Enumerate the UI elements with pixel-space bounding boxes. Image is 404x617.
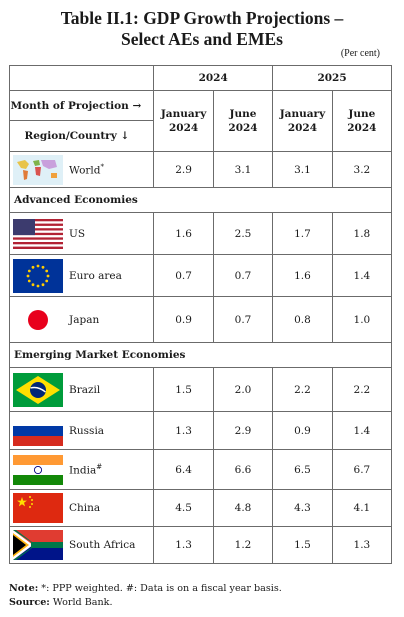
country-name: Brazil [69, 383, 101, 396]
country-name: India# [69, 462, 103, 477]
table-row-brazil: Brazil 1.5 2.0 2.2 2.2 [8, 367, 393, 412]
section-row-emerging: Emerging Market Economies [9, 342, 392, 368]
table-row-south-africa: South Africa 1.3 1.2 1.5 1.3 [8, 526, 393, 564]
value-cell: 6.7 [331, 449, 393, 490]
table-row-world: World* 2.9 3.1 3.1 3.2 [8, 151, 393, 188]
country-cell: Euro area [8, 254, 155, 297]
value-cell: 1.3 [153, 411, 214, 450]
month-header-row: Month of Projection → Region/Country ↓ J… [8, 90, 393, 152]
country-cell: India# [8, 449, 155, 490]
value-cell: 6.4 [153, 449, 214, 490]
month-of-projection-label: Month of Projection → [10, 91, 154, 121]
value-cell: 6.6 [212, 449, 274, 490]
country-name: World* [69, 162, 104, 177]
value-cell: 1.4 [331, 254, 393, 297]
table-row-euro-area: Euro area 0.7 0.7 1.6 1.4 [8, 254, 393, 297]
value-cell: 3.1 [212, 151, 274, 188]
table-row-russia: Russia 1.3 2.9 0.9 1.4 [8, 411, 393, 450]
value-cell: 4.8 [212, 489, 274, 527]
month-col-4: June 2024 [331, 90, 393, 152]
month-col-1: January 2024 [153, 90, 214, 152]
source-line: Source: World Bank. [9, 597, 113, 608]
section-row-advanced: Advanced Economies [9, 187, 392, 213]
value-cell: 1.2 [212, 526, 274, 564]
year-2024: 2024 [153, 65, 274, 91]
region-country-label: Region/Country ↓ [24, 130, 130, 142]
table-row-india: India# 6.4 6.6 6.5 6.7 [8, 449, 393, 490]
country-name: Russia [69, 424, 105, 437]
eu-flag-icon [13, 258, 63, 293]
country-cell: US [8, 212, 155, 255]
value-cell: 2.0 [212, 367, 274, 412]
value-cell: 2.5 [212, 212, 274, 255]
table-title: Table II.1: GDP Growth Projections – Sel… [0, 8, 404, 50]
country-name: US [69, 227, 86, 240]
value-cell: 1.3 [153, 526, 214, 564]
value-cell: 0.7 [212, 296, 274, 343]
month-col-3: January 2024 [272, 90, 333, 152]
table-row-japan: Japan 0.9 0.7 0.8 1.0 [8, 296, 393, 343]
value-cell: 2.9 [212, 411, 274, 450]
value-cell: 1.0 [331, 296, 393, 343]
table-row-china: China 4.5 4.8 4.3 4.1 [8, 489, 393, 527]
value-cell: 3.2 [331, 151, 393, 188]
value-cell: 0.8 [272, 296, 333, 343]
value-cell: 0.9 [272, 411, 333, 450]
china-flag-icon [13, 493, 63, 523]
section-title: Emerging Market Economies [9, 342, 392, 368]
footnote: Note: *: PPP weighted. #: Data is on a f… [9, 582, 282, 610]
india-flag-icon [13, 454, 63, 485]
country-cell: Brazil [8, 367, 155, 412]
month-col-2: June 2024 [212, 90, 274, 152]
value-cell: 2.2 [272, 367, 333, 412]
value-cell: 1.6 [153, 212, 214, 255]
value-cell: 1.4 [331, 411, 393, 450]
value-cell: 4.1 [331, 489, 393, 527]
value-cell: 4.3 [272, 489, 333, 527]
value-cell: 1.5 [153, 367, 214, 412]
south-africa-flag-icon [13, 530, 63, 560]
value-cell: 6.5 [272, 449, 333, 490]
value-cell: 0.9 [153, 296, 214, 343]
unit-label: (Per cent) [340, 48, 380, 59]
country-cell: China [8, 489, 155, 527]
value-cell: 1.8 [331, 212, 393, 255]
value-cell: 1.3 [331, 526, 393, 564]
country-cell: Russia [8, 411, 155, 450]
brazil-flag-icon [13, 372, 63, 407]
header-labels: Month of Projection → Region/Country ↓ [8, 90, 155, 152]
year-header-row: 2024 2025 [8, 65, 392, 91]
country-cell: South Africa [8, 526, 155, 564]
value-cell: 0.7 [212, 254, 274, 297]
world-map-icon [13, 154, 63, 185]
table-row-us: US 1.6 2.5 1.7 1.8 [8, 212, 393, 255]
title-line-1: Table II.1: GDP Growth Projections – [60, 8, 344, 28]
value-cell: 1.7 [272, 212, 333, 255]
country-name: Japan [69, 313, 100, 326]
japan-flag-icon [13, 302, 63, 337]
us-flag-icon [13, 218, 63, 249]
gdp-table: 2024 2025 Month of Projection → Region/C… [8, 65, 393, 564]
country-cell: Japan [8, 296, 155, 343]
country-cell: World* [8, 151, 155, 188]
country-name: South Africa [69, 539, 136, 551]
value-cell: 1.5 [272, 526, 333, 564]
value-cell: 1.6 [272, 254, 333, 297]
value-cell: 0.7 [153, 254, 214, 297]
country-name: Euro area [69, 269, 122, 282]
value-cell: 2.2 [331, 367, 393, 412]
note-line: Note: *: PPP weighted. #: Data is on a f… [9, 583, 282, 594]
year-2025: 2025 [272, 65, 392, 91]
section-title: Advanced Economies [9, 187, 392, 213]
header-blank [8, 65, 155, 91]
russia-flag-icon [13, 415, 63, 446]
title-line-2: Select AEs and EMEs [121, 29, 283, 49]
country-name: China [69, 502, 101, 514]
value-cell: 3.1 [272, 151, 333, 188]
value-cell: 2.9 [153, 151, 214, 188]
value-cell: 4.5 [153, 489, 214, 527]
